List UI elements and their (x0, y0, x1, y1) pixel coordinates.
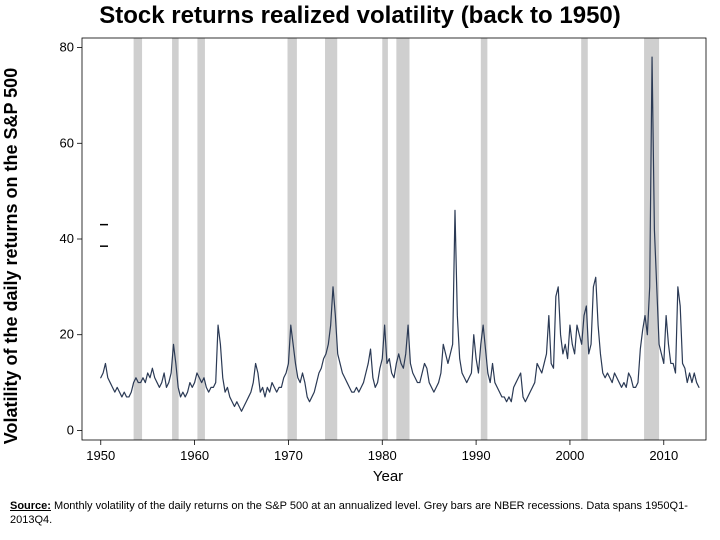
svg-text:2010: 2010 (649, 448, 678, 463)
page-title: Stock returns realized volatility (back … (0, 0, 720, 30)
volatility-line-chart: 0 20 40 60 80 1950 1960 1970 1980 1990 2000 2010 (26, 34, 714, 482)
svg-text:1960: 1960 (180, 448, 209, 463)
footnote-text: Monthly volatility of the daily returns … (10, 500, 688, 526)
svg-text:1950: 1950 (86, 448, 115, 463)
svg-text:1970: 1970 (274, 448, 303, 463)
x-axis-label: Year (80, 468, 696, 485)
svg-text:60: 60 (60, 135, 74, 150)
chart-container: 0 20 40 60 80 1950 1960 1970 1980 1990 2000 2010 (26, 34, 714, 482)
y-axis-label: Volatility of the daily returns on the S… (0, 36, 26, 476)
svg-text:2000: 2000 (555, 448, 584, 463)
svg-text:40: 40 (60, 231, 74, 246)
svg-text:80: 80 (60, 40, 74, 55)
footnote-label: Source: (10, 500, 51, 512)
svg-text:1980: 1980 (368, 448, 397, 463)
source-footnote: Source: Monthly volatility of the daily … (10, 500, 710, 528)
svg-text:1990: 1990 (462, 448, 491, 463)
svg-text:0: 0 (67, 422, 74, 437)
svg-text:20: 20 (60, 327, 74, 342)
